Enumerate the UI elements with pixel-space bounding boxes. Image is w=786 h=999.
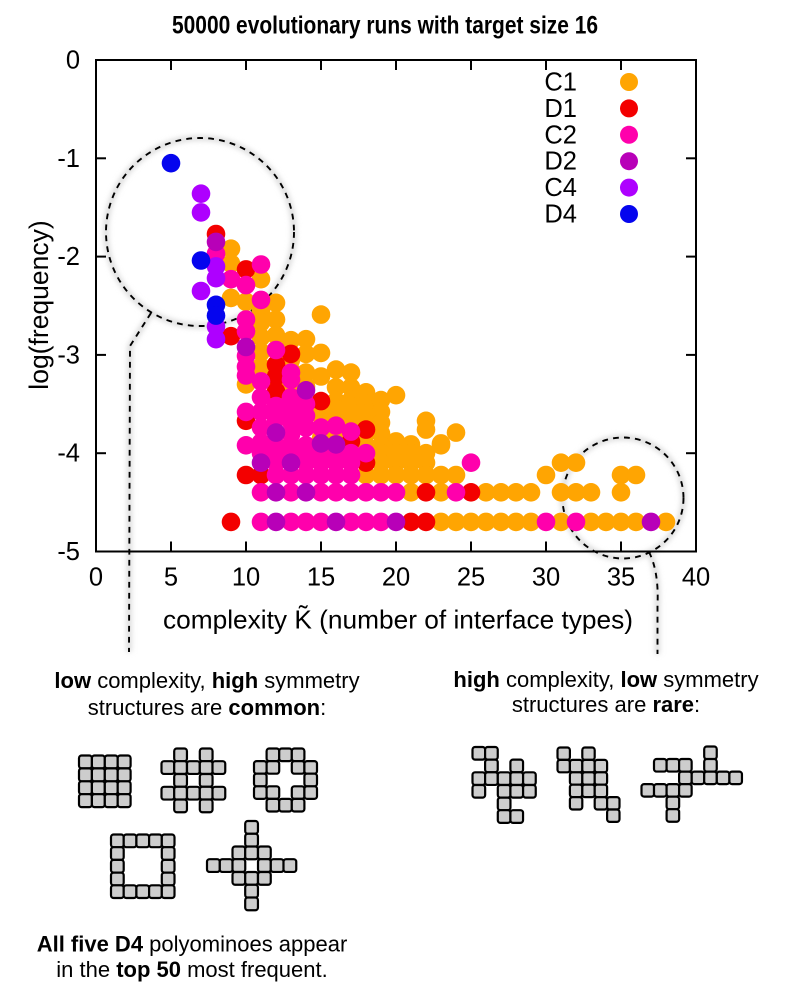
svg-text:C4: C4 (544, 174, 577, 202)
svg-text:structures are rare:: structures are rare: (512, 692, 700, 717)
svg-text:D4: D4 (544, 201, 577, 229)
svg-text:30: 30 (532, 564, 560, 592)
svg-text:low complexity, high symmetry: low complexity, high symmetry (54, 668, 359, 693)
svg-text:25: 25 (457, 564, 485, 592)
svg-text:-2: -2 (57, 243, 80, 271)
svg-text:-1: -1 (57, 145, 80, 173)
svg-text:in the top 50 most frequent.: in the top 50 most frequent. (56, 957, 327, 982)
svg-text:All five D4 polyominoes appear: All five D4 polyominoes appear (37, 932, 348, 957)
svg-text:10: 10 (232, 564, 260, 592)
svg-text:40: 40 (682, 564, 710, 592)
svg-text:-4: -4 (57, 440, 80, 468)
svg-text:20: 20 (382, 564, 410, 592)
svg-text:-5: -5 (57, 538, 80, 566)
svg-text:5: 5 (164, 564, 178, 592)
svg-text:0: 0 (66, 47, 80, 75)
svg-text:C2: C2 (544, 121, 577, 149)
svg-text:50000 evolutionary runs with t: 50000 evolutionary runs with target size… (172, 12, 598, 40)
svg-text:15: 15 (307, 564, 335, 592)
svg-text:-3: -3 (57, 341, 80, 369)
svg-text:35: 35 (607, 564, 635, 592)
svg-text:D2: D2 (544, 148, 577, 176)
svg-text:0: 0 (89, 564, 103, 592)
svg-text:D1: D1 (544, 95, 577, 123)
svg-text:C1: C1 (544, 69, 577, 97)
svg-text:structures are common:: structures are common: (88, 695, 326, 720)
svg-text:high complexity, low symmetry: high complexity, low symmetry (453, 667, 758, 692)
svg-text:log(frequency): log(frequency) (24, 220, 54, 389)
svg-text:complexity K̃ (number of inter: complexity K̃ (number of interface types… (163, 605, 633, 635)
